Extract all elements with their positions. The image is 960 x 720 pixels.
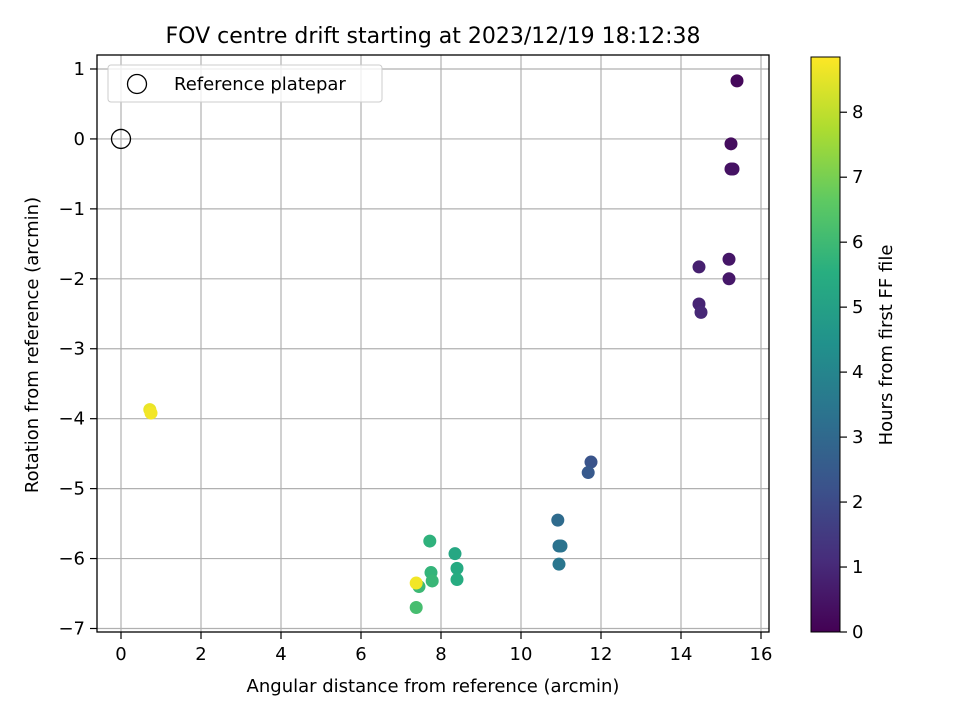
y-tick-label: −4 <box>58 409 85 430</box>
data-point <box>724 137 738 151</box>
data-point <box>450 561 464 575</box>
colorbar-tick-label: 1 <box>852 557 863 578</box>
y-tick-label: −2 <box>58 269 85 290</box>
x-tick-label: 14 <box>670 644 693 665</box>
y-tick-label: 1 <box>74 59 85 80</box>
x-axis-label: Angular distance from reference (arcmin) <box>247 676 620 697</box>
colorbar-gradient <box>810 56 841 633</box>
data-point <box>448 547 462 561</box>
data-point <box>726 162 740 176</box>
colorbar-label: Hours from first FF file <box>876 245 897 446</box>
plot-frame <box>96 54 770 633</box>
x-tick-label: 16 <box>750 644 773 665</box>
colorbar-tick-label: 7 <box>852 167 863 188</box>
colorbar: 0 1 2 3 4 5 6 7 8 Hours from first FF file <box>810 56 897 643</box>
x-tick-label: 6 <box>355 644 366 665</box>
x-tick-label: 0 <box>115 644 126 665</box>
legend: Reference platepar <box>107 64 383 103</box>
data-point <box>581 466 595 480</box>
data-point <box>730 74 744 88</box>
colorbar-tick-label: 3 <box>852 427 863 448</box>
data-point <box>584 455 598 469</box>
data-point <box>425 574 439 588</box>
x-tick-label: 2 <box>195 644 206 665</box>
grid <box>97 55 769 632</box>
x-axis-ticks: 0 2 4 6 8 10 12 14 16 <box>115 632 772 665</box>
chart-title: FOV centre drift starting at 2023/12/19 … <box>166 24 701 49</box>
y-axis-ticks: 1 0 −1 −2 −3 −4 −5 −6 −7 <box>58 59 97 640</box>
data-point <box>551 513 565 527</box>
colorbar-tick-label: 0 <box>852 622 863 643</box>
colorbar-tick-label: 2 <box>852 492 863 513</box>
data-points <box>143 74 744 615</box>
y-tick-label: −1 <box>58 199 85 220</box>
y-tick-label: −7 <box>58 619 85 640</box>
colorbar-tick-label: 6 <box>852 232 863 253</box>
y-tick-label: −5 <box>58 479 85 500</box>
data-point <box>722 252 736 266</box>
data-point <box>692 260 706 274</box>
data-point <box>554 539 568 553</box>
data-point <box>722 272 736 286</box>
data-point <box>552 557 566 571</box>
y-axis-label: Rotation from reference (arcmin) <box>22 197 43 493</box>
data-point <box>409 601 423 615</box>
colorbar-tick-label: 4 <box>852 362 863 383</box>
x-tick-label: 4 <box>275 644 286 665</box>
y-tick-label: 0 <box>74 129 85 150</box>
y-tick-label: −3 <box>58 339 85 360</box>
x-tick-label: 8 <box>435 644 446 665</box>
legend-box <box>107 64 383 103</box>
legend-marker-icon <box>126 73 148 95</box>
data-point <box>450 573 464 587</box>
data-point <box>423 534 437 548</box>
x-tick-label: 10 <box>510 644 533 665</box>
x-tick-label: 12 <box>590 644 613 665</box>
reference-platepar-marker <box>110 128 132 150</box>
data-point <box>409 576 423 590</box>
colorbar-tick-label: 8 <box>852 102 863 123</box>
y-tick-label: −6 <box>58 549 85 570</box>
reference-marker-layer <box>110 128 132 150</box>
legend-label: Reference platepar <box>174 74 346 95</box>
colorbar-ticks: 0 1 2 3 4 5 6 7 8 <box>840 102 863 643</box>
colorbar-tick-label: 5 <box>852 297 863 318</box>
data-point <box>694 305 708 319</box>
data-point <box>144 406 158 420</box>
